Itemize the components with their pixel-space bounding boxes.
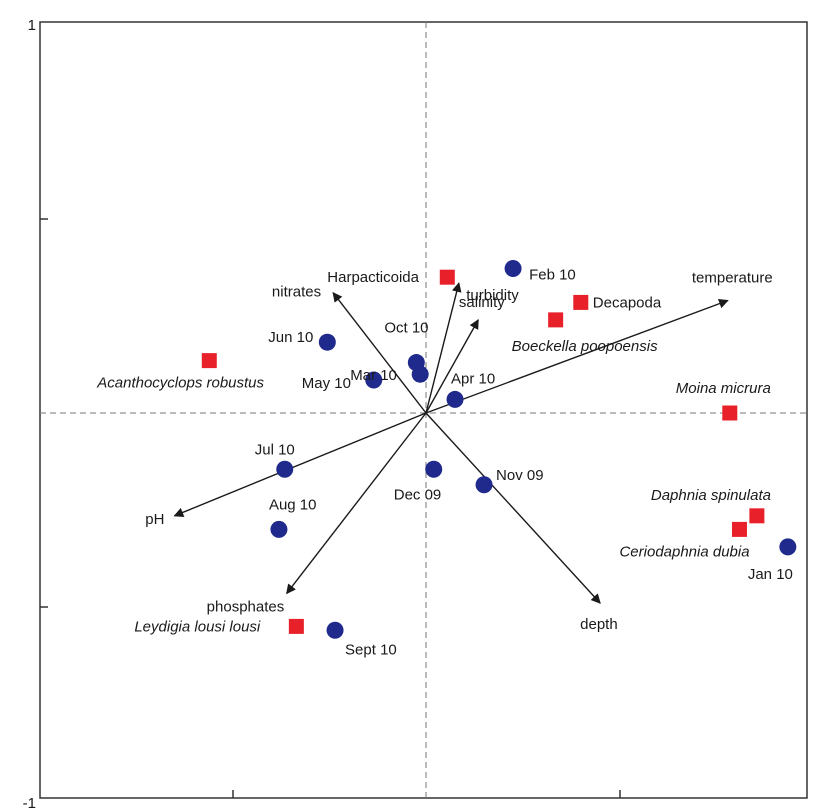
sample-label-nov-09: Nov 09 xyxy=(496,467,544,484)
species-point-harpacticoida xyxy=(439,269,455,285)
vector-label-salinity: salinity xyxy=(459,294,505,311)
sample-point-jan-10 xyxy=(779,538,797,556)
sample-point-may-10 xyxy=(365,371,383,389)
species-label-moina-micrura: Moina micrura xyxy=(676,380,771,397)
sample-label-mar-10: Mar 10 xyxy=(350,367,397,384)
y-axis-bottom-label: -1 xyxy=(23,795,36,810)
vector-label-ph: pH xyxy=(145,511,164,528)
species-point-moina-micrura xyxy=(722,405,738,421)
environmental-vectors xyxy=(173,282,729,604)
species-point-boeckella-poopoensis xyxy=(548,312,564,328)
species-point-ceriodaphnia-dubia xyxy=(731,521,747,537)
vector-label-nitrates: nitrates xyxy=(272,284,321,301)
species-label-ceriodaphnia-dubia: Ceriodaphnia dubia xyxy=(619,543,749,560)
species-point-daphnia-spinulata xyxy=(749,508,765,524)
vector-label-temperature: temperature xyxy=(692,269,773,286)
species-point-decapoda xyxy=(573,294,589,310)
vector-label-phosphates: phosphates xyxy=(207,598,285,615)
sample-label-aug-10: Aug 10 xyxy=(269,496,317,513)
species-point-leydigia-lousi-lousi xyxy=(288,618,304,634)
sample-point-apr-10 xyxy=(446,390,464,408)
vector-arrow-nitrates xyxy=(332,291,427,414)
vector-arrow-salinity xyxy=(425,282,462,414)
species-label-harpacticoida: Harpacticoida xyxy=(327,269,419,286)
vector-arrow-ph xyxy=(173,412,427,518)
species-label-boeckella-poopoensis: Boeckella poopoensis xyxy=(512,338,658,355)
sample-label-jun-10: Jun 10 xyxy=(268,329,313,346)
vector-label-turbidity: turbidity xyxy=(466,287,519,304)
sample-point-nov-09 xyxy=(475,476,493,494)
sample-label-feb-10: Feb 10 xyxy=(529,266,576,283)
sample-point-sept-10 xyxy=(326,621,344,639)
species-label-leydigia-lousi-lousi: Leydigia lousi lousi xyxy=(134,618,261,635)
plot-frame xyxy=(39,21,808,799)
sample-point-jun-10 xyxy=(318,333,336,351)
sample-label-may-10: May 10 xyxy=(302,375,351,392)
data-points xyxy=(201,259,797,639)
sample-label-jul-10: Jul 10 xyxy=(255,441,295,458)
sample-point-mar-10 xyxy=(411,365,429,383)
vector-arrow-depth xyxy=(425,412,601,604)
sample-label-oct-10: Oct 10 xyxy=(384,320,428,337)
vector-arrow-temperature xyxy=(425,298,729,414)
vector-arrow-phosphates xyxy=(286,412,427,595)
sample-point-dec-09 xyxy=(425,460,443,478)
vector-arrow-turbidity xyxy=(425,319,479,414)
sample-label-apr-10: Apr 10 xyxy=(451,370,495,387)
species-label-decapoda: Decapoda xyxy=(593,294,662,311)
sample-label-sept-10: Sept 10 xyxy=(345,641,397,658)
sample-label-jan-10: Jan 10 xyxy=(748,566,793,583)
sample-label-dec-09: Dec 09 xyxy=(394,486,442,503)
sample-point-aug-10 xyxy=(270,520,288,538)
species-label-acanthocyclops-robustus: Acanthocyclops robustus xyxy=(96,375,264,392)
y-axis-top-label: 1 xyxy=(28,17,36,34)
vector-label-depth: depth xyxy=(580,616,618,633)
sample-point-feb-10 xyxy=(504,259,522,277)
species-point-acanthocyclops-robustus xyxy=(201,353,217,369)
species-label-daphnia-spinulata: Daphnia spinulata xyxy=(651,487,771,504)
sample-point-jul-10 xyxy=(276,460,294,478)
